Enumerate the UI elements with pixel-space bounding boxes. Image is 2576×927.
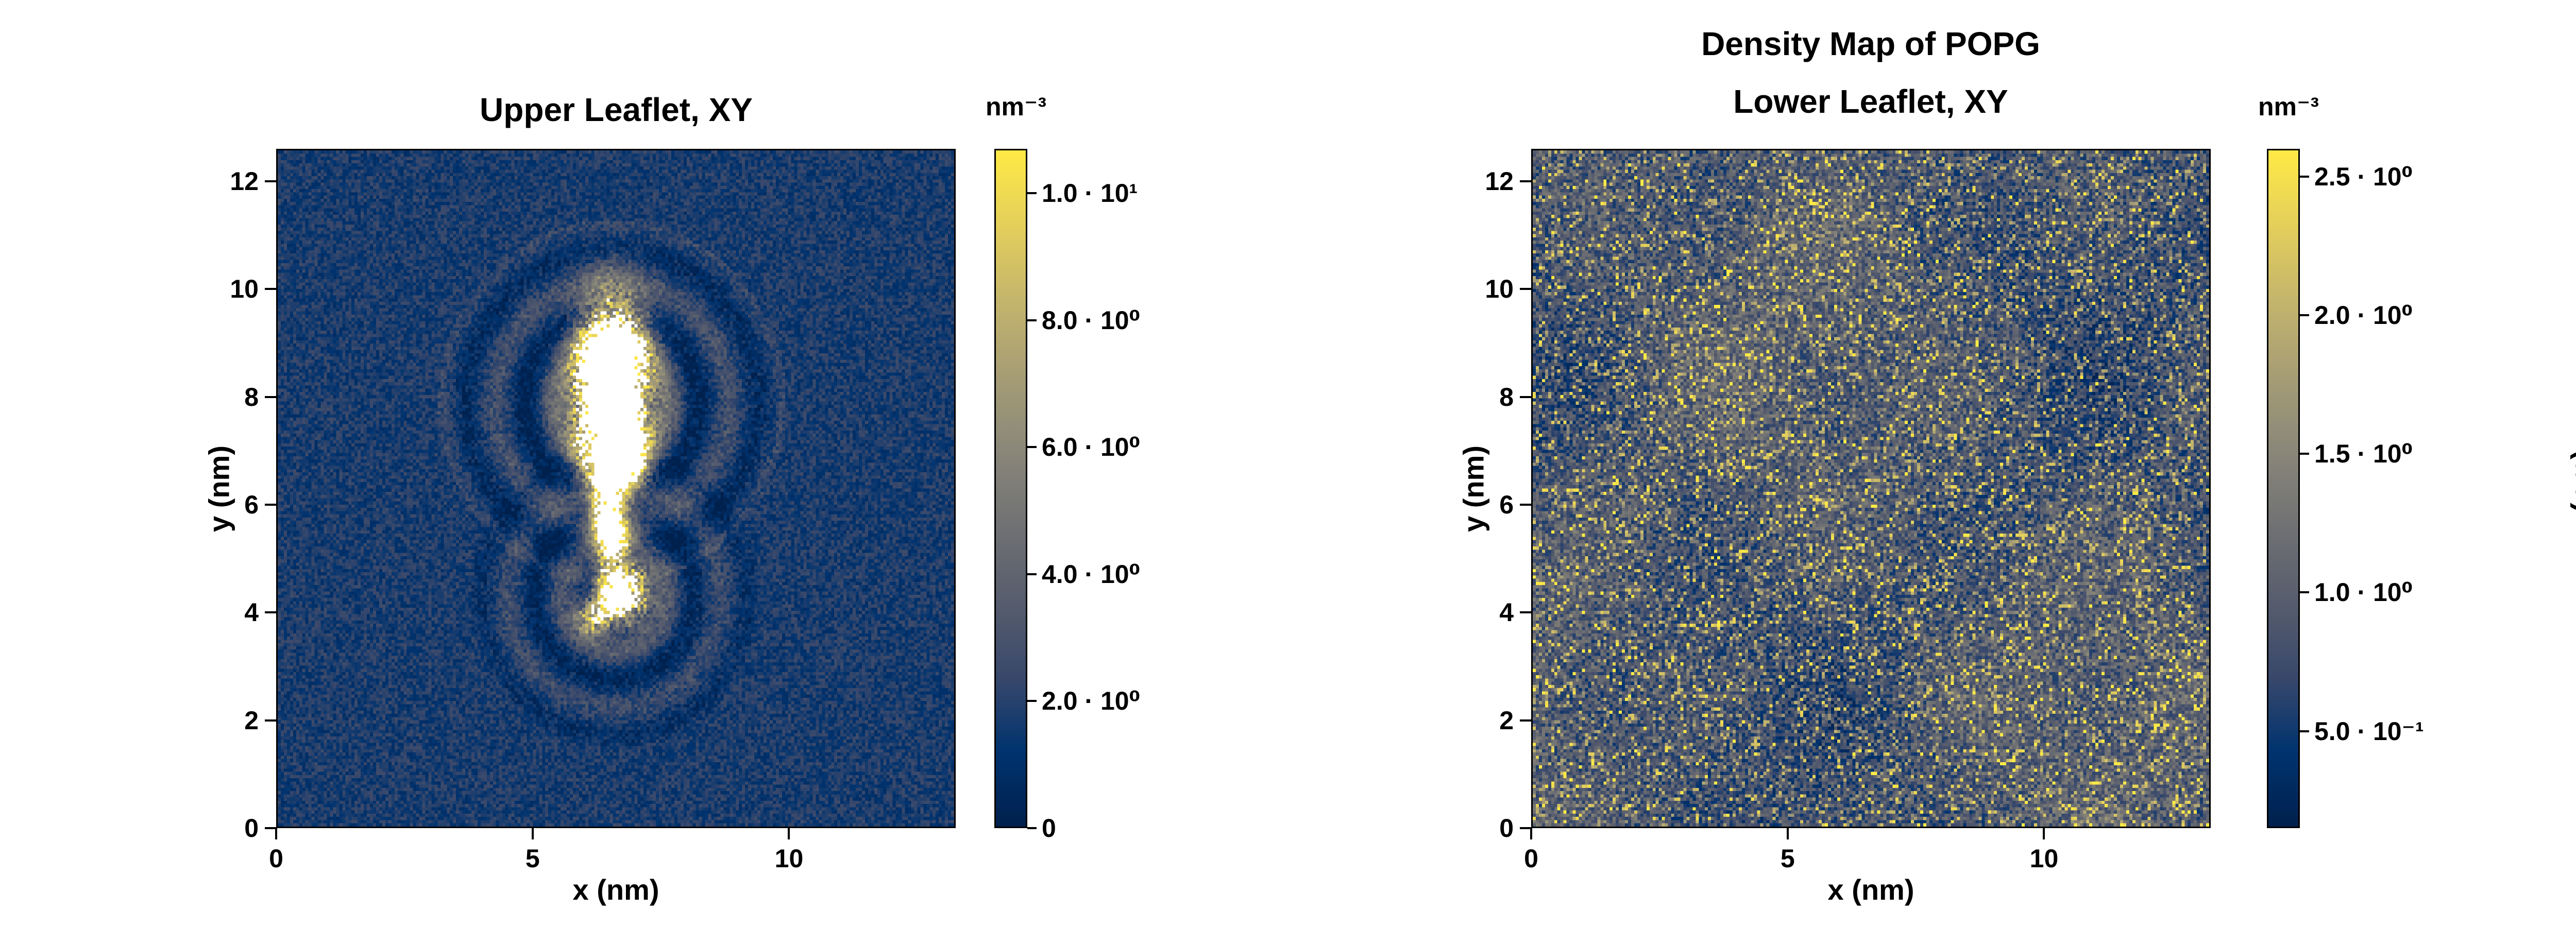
colorbar-tick-label: 6.0 · 10⁰ bbox=[1042, 433, 1141, 462]
heatmap-canvas-lower-leaflet bbox=[1533, 150, 2209, 827]
colorbar-units-label-upper-leaflet: nm⁻³ bbox=[985, 92, 1047, 121]
y-axis-label-lower-leaflet: y (nm) bbox=[1457, 445, 1490, 532]
x-axis-label-lower-leaflet: x (nm) bbox=[1827, 873, 1914, 906]
x-tick-label: 10 bbox=[2029, 844, 2059, 873]
y-tick-label: 6 bbox=[1499, 490, 1514, 519]
colorbar-tick-label: 0 bbox=[1042, 814, 1056, 843]
colorbar-tick-mark bbox=[1027, 446, 1037, 449]
y-tick-mark bbox=[1520, 180, 1531, 182]
y-tick-mark bbox=[265, 827, 276, 829]
y-tick-mark bbox=[1520, 288, 1531, 290]
colorbar-units-label-lower-leaflet: nm⁻³ bbox=[2258, 92, 2319, 121]
x-tick-label: 10 bbox=[774, 844, 804, 873]
colorbar-tick-mark bbox=[2300, 175, 2309, 178]
colorbar-tick-mark bbox=[1027, 573, 1037, 575]
y-tick-label: 2 bbox=[1499, 706, 1514, 735]
y-tick-label: 0 bbox=[1499, 814, 1514, 843]
colorbar-tick-label: 1.0 · 10¹ bbox=[1042, 179, 1138, 208]
y-tick-mark bbox=[265, 611, 276, 614]
x-tick-mark bbox=[2043, 828, 2045, 839]
y-tick-label: 6 bbox=[244, 490, 259, 519]
y-tick-label: 0 bbox=[244, 814, 259, 843]
y-tick-mark bbox=[1520, 827, 1531, 829]
y-tick-label: 12 bbox=[1485, 166, 1514, 196]
y-tick-label: 12 bbox=[230, 166, 259, 196]
heatmap-axes-upper-leaflet bbox=[276, 149, 956, 828]
y-tick-label: 4 bbox=[1499, 598, 1514, 627]
figure-suptitle: Density Map of POPG bbox=[1701, 25, 2040, 62]
y-tick-label: 4 bbox=[244, 598, 259, 627]
x-tick-mark bbox=[275, 828, 277, 839]
y-tick-mark bbox=[1520, 396, 1531, 398]
x-tick-label: 0 bbox=[1524, 844, 1538, 873]
y-axis-label-transversal: z (nm) bbox=[2565, 450, 2576, 535]
x-tick-mark bbox=[788, 828, 790, 839]
x-axis-label-upper-leaflet: x (nm) bbox=[572, 873, 659, 906]
colorbar-tick-mark bbox=[2300, 453, 2309, 455]
y-tick-mark bbox=[265, 180, 276, 182]
y-tick-label: 10 bbox=[1485, 274, 1514, 304]
x-tick-label: 0 bbox=[269, 844, 283, 873]
y-tick-label: 10 bbox=[230, 274, 259, 304]
heatmap-canvas-upper-leaflet bbox=[278, 150, 954, 827]
panel-title-upper-leaflet: Upper Leaflet, XY bbox=[480, 91, 753, 128]
colorbar-tick-mark bbox=[2300, 730, 2309, 732]
colorbar-tick-mark bbox=[2300, 314, 2309, 317]
colorbar-tick-mark bbox=[1027, 192, 1037, 195]
y-tick-label: 8 bbox=[1499, 382, 1514, 411]
panel-title-lower-leaflet: Lower Leaflet, XY bbox=[1733, 83, 2008, 120]
colorbar-tick-label: 2.5 · 10⁰ bbox=[2314, 162, 2413, 191]
x-tick-mark bbox=[1786, 828, 1789, 839]
y-tick-label: 8 bbox=[244, 382, 259, 411]
colorbar-lower-leaflet bbox=[2267, 149, 2300, 828]
colorbar-tick-mark bbox=[2300, 591, 2309, 594]
colorbar-tick-label: 1.0 · 10⁰ bbox=[2314, 578, 2413, 607]
y-axis-label-upper-leaflet: y (nm) bbox=[202, 445, 235, 532]
colorbar-tick-mark bbox=[1027, 319, 1037, 321]
x-tick-mark bbox=[531, 828, 534, 839]
y-tick-mark bbox=[1520, 503, 1531, 506]
colorbar-tick-label: 1.5 · 10⁰ bbox=[2314, 439, 2413, 469]
x-tick-label: 5 bbox=[1780, 844, 1795, 873]
y-tick-label: 2 bbox=[244, 706, 259, 735]
colorbar-tick-mark bbox=[1027, 827, 1037, 829]
colorbar-tick-label: 8.0 · 10⁰ bbox=[1042, 305, 1141, 335]
colorbar-upper-leaflet bbox=[994, 149, 1027, 828]
x-tick-label: 5 bbox=[525, 844, 540, 873]
y-tick-mark bbox=[265, 503, 276, 506]
colorbar-tick-label: 4.0 · 10⁰ bbox=[1042, 559, 1141, 589]
x-tick-mark bbox=[1530, 828, 1532, 839]
colorbar-tick-mark bbox=[1027, 700, 1037, 702]
y-tick-mark bbox=[1520, 719, 1531, 722]
y-tick-mark bbox=[265, 719, 276, 722]
colorbar-tick-label: 2.0 · 10⁰ bbox=[2314, 301, 2413, 330]
y-tick-mark bbox=[1520, 611, 1531, 614]
colorbar-tick-label: 5.0 · 10⁻¹ bbox=[2314, 716, 2424, 746]
colorbar-tick-label: 2.0 · 10⁰ bbox=[1042, 686, 1141, 716]
heatmap-axes-lower-leaflet bbox=[1531, 149, 2211, 828]
y-tick-mark bbox=[265, 396, 276, 398]
y-tick-mark bbox=[265, 288, 276, 290]
